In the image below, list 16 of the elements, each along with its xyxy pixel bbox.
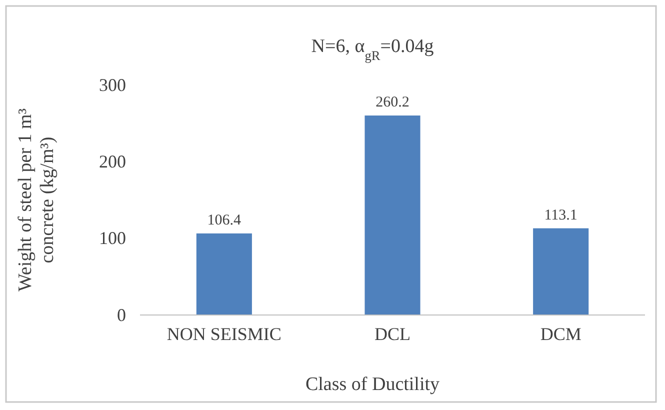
data-label: 106.4 bbox=[207, 212, 242, 228]
bar bbox=[364, 116, 420, 315]
x-axis-title: Class of Ductility bbox=[305, 374, 440, 395]
x-tick-label: DCM bbox=[540, 324, 582, 344]
chart-title: N=6, α$_{gR}$=0.04g bbox=[311, 36, 434, 62]
y-axis-title: Weight of steel per 1 m³ concrete (kg/m³) bbox=[15, 108, 58, 292]
y-tick-label: 0 bbox=[117, 304, 126, 325]
y-tick-label: 300 bbox=[99, 74, 126, 95]
y-tick-label: 100 bbox=[99, 228, 126, 248]
bar bbox=[533, 228, 589, 315]
y-tick-label: 200 bbox=[99, 151, 126, 172]
x-tick-label: NON SEISMIC bbox=[166, 324, 282, 344]
x-tick-label: DCL bbox=[374, 324, 410, 344]
bar bbox=[196, 233, 252, 315]
data-label: 113.1 bbox=[544, 207, 578, 224]
data-label: 260.2 bbox=[376, 94, 410, 111]
